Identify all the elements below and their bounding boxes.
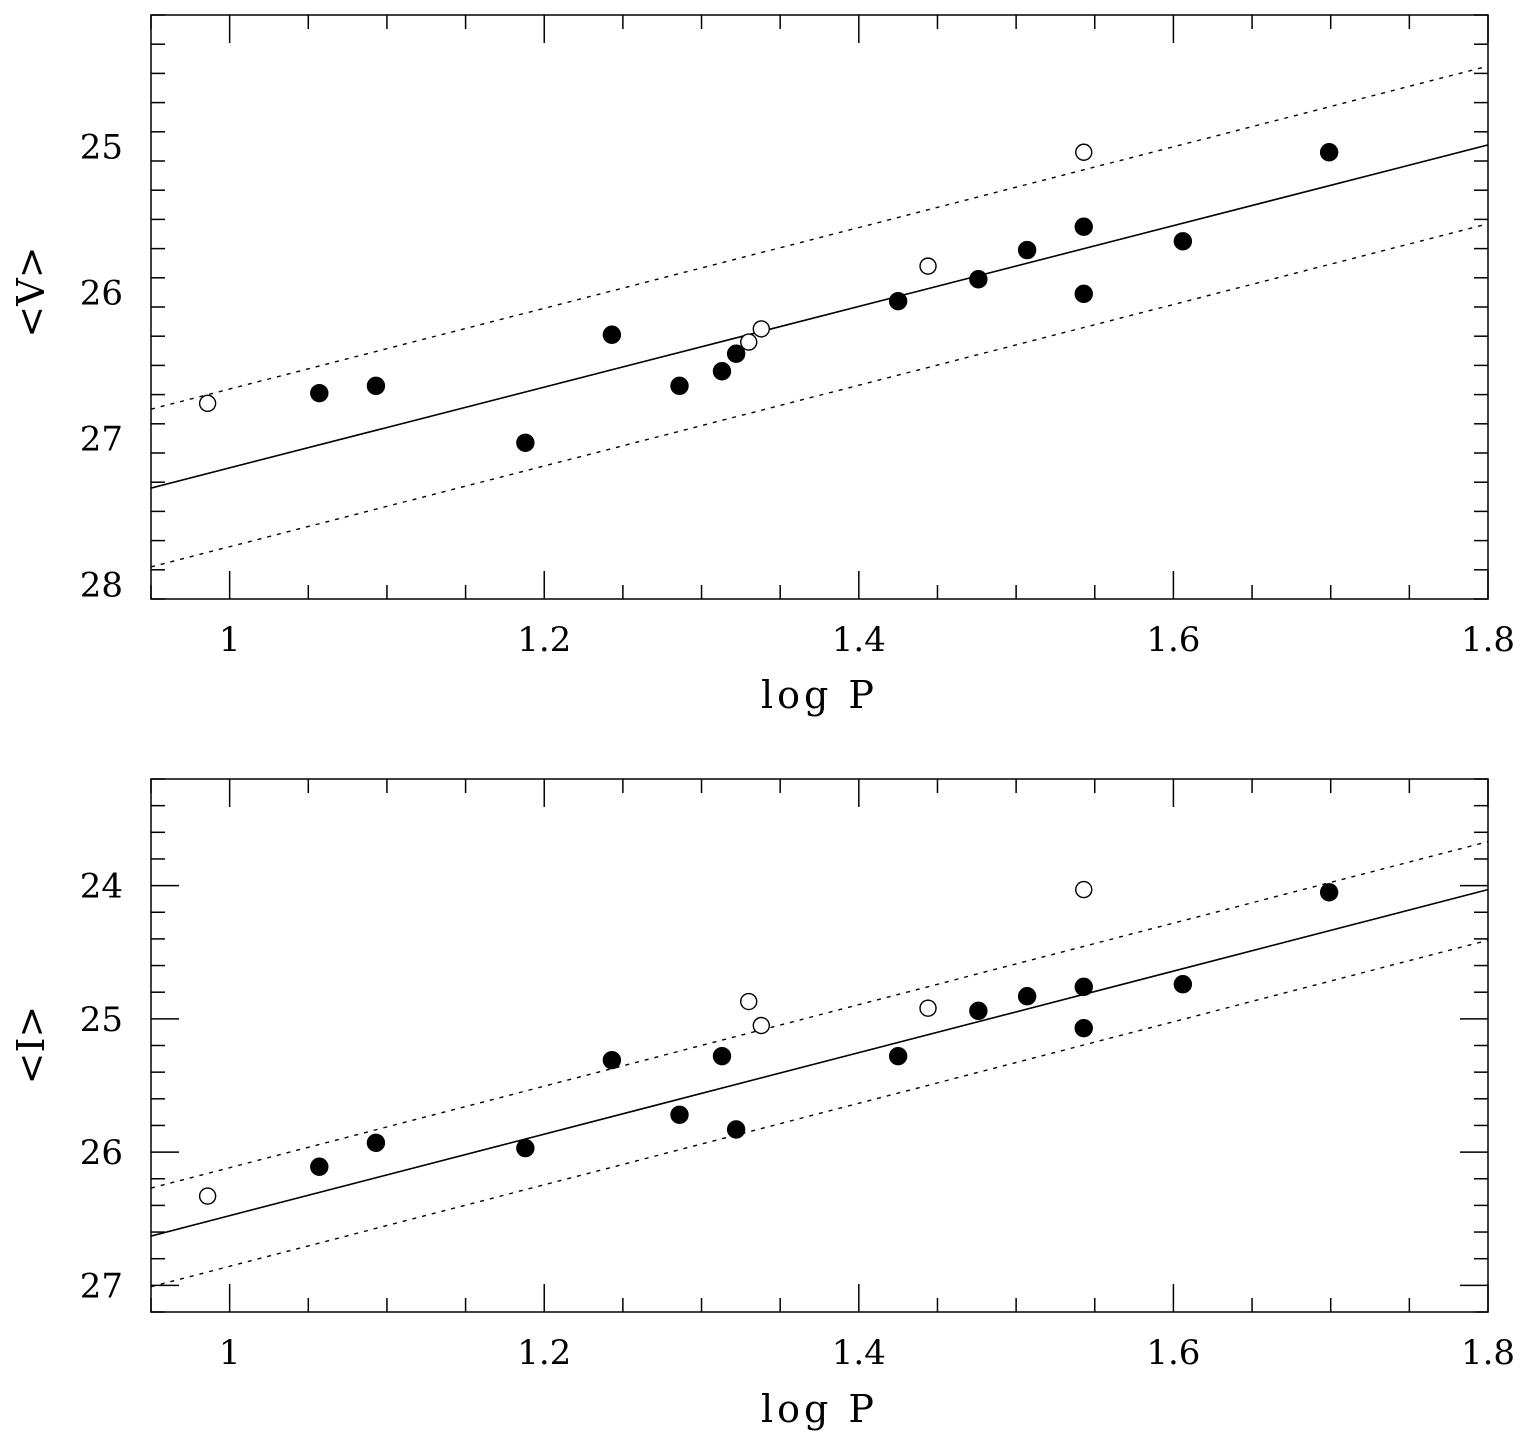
filled-data-point — [1173, 232, 1193, 251]
y-tick-label: 25 — [80, 127, 123, 167]
plot-frame — [150, 14, 1489, 600]
filled-data-point — [516, 1138, 535, 1158]
open-data-point — [198, 1187, 217, 1205]
lower-bound-line — [151, 939, 1488, 1288]
y-tick-label: 26 — [80, 1133, 123, 1173]
filled-data-point — [310, 383, 329, 403]
filled-data-point — [1319, 143, 1339, 162]
filled-data-point — [670, 1105, 689, 1124]
open-data-point — [919, 257, 937, 275]
filled-data-point — [366, 1133, 386, 1152]
x-tick-label: 1.8 — [1461, 620, 1515, 660]
filled-data-point — [310, 1157, 329, 1176]
filled-data-point — [726, 344, 746, 363]
upper-bound-line — [151, 65, 1488, 410]
x-tick-label: 1.4 — [832, 620, 886, 660]
x-tick-label: 1.8 — [1461, 1333, 1515, 1373]
upper-bound-line — [151, 840, 1488, 1189]
y-tick-label: 26 — [80, 273, 123, 313]
x-tick-label: 1.2 — [517, 1333, 571, 1373]
y-tick-label: 27 — [80, 1266, 123, 1306]
filled-data-point — [969, 1001, 988, 1021]
fit-line — [151, 144, 1488, 489]
open-data-point — [198, 394, 217, 413]
open-data-point — [1075, 880, 1093, 899]
panel-v: 1 1.2 1.4 1.6 1.8 25 26 27 28 log P <V> — [9, 14, 1515, 717]
filled-data-point — [1017, 986, 1037, 1006]
open-data-point — [740, 992, 758, 1011]
filled-data-point — [888, 1046, 908, 1066]
x-tick-label: 1.6 — [1146, 620, 1200, 660]
filled-data-point — [366, 376, 386, 396]
filled-data-point — [969, 270, 988, 289]
lower-bound-line — [151, 223, 1488, 568]
open-data-point — [1075, 143, 1093, 161]
filled-data-point — [1074, 284, 1093, 304]
y-tick-label: 25 — [80, 1000, 123, 1040]
filled-data-point — [712, 362, 732, 381]
filled-data-point — [712, 1046, 732, 1066]
filled-data-point — [602, 1050, 622, 1070]
x-tick-label: 1.4 — [832, 1333, 886, 1373]
x-axis-label: log P — [761, 1387, 878, 1431]
x-tick-label: 1.6 — [1146, 1333, 1200, 1373]
x-axis-label: log P — [761, 673, 878, 717]
y-tick-label: 28 — [80, 565, 123, 605]
filled-data-point — [1017, 240, 1037, 260]
x-tick-label: 1 — [219, 1333, 241, 1373]
y-tick-label: 27 — [80, 419, 123, 459]
filled-data-point — [1173, 975, 1193, 994]
filled-data-point — [670, 376, 689, 396]
filled-data-point — [516, 433, 535, 452]
open-data-point — [752, 1016, 771, 1035]
fit-line — [151, 888, 1488, 1237]
y-axis-label: <V> — [9, 246, 53, 337]
filled-data-point — [1074, 977, 1093, 997]
panel-i: 1 1.2 1.4 1.6 1.8 24 25 26 27 log P <I> — [9, 778, 1515, 1431]
filled-data-point — [726, 1120, 746, 1139]
x-tick-label: 1 — [219, 620, 241, 660]
x-tick-label: 1.2 — [517, 620, 571, 660]
y-tick-label: 24 — [80, 867, 123, 907]
filled-data-point — [888, 291, 908, 311]
filled-data-point — [1074, 1018, 1093, 1038]
open-data-point — [919, 999, 937, 1017]
open-data-point — [740, 333, 758, 351]
y-axis-label: <I> — [9, 1006, 53, 1085]
filled-data-point — [1074, 217, 1093, 236]
open-data-point — [752, 320, 771, 338]
filled-data-point — [602, 325, 622, 344]
filled-data-point — [1319, 883, 1339, 902]
plot-frame — [150, 778, 1489, 1313]
